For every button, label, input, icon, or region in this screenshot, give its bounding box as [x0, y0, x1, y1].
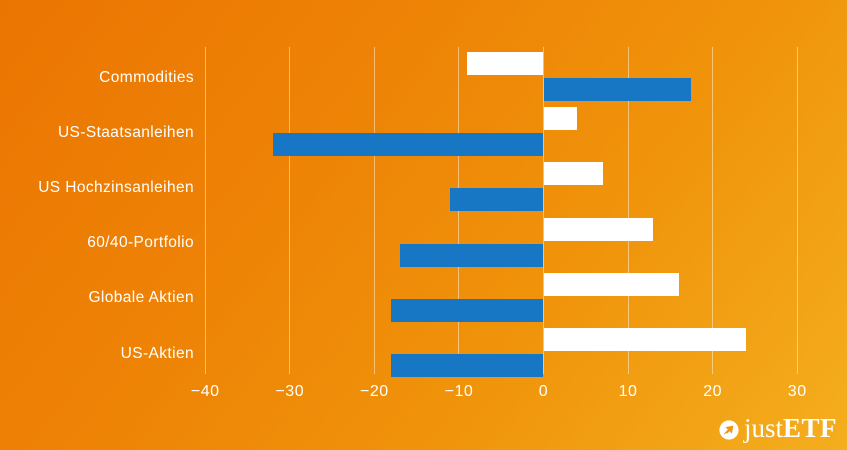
x-tick-label: −20	[360, 383, 389, 400]
x-tick-label: 20	[703, 383, 723, 400]
x-tick-label: −10	[444, 383, 474, 400]
category-label: US-Staatsanleihen	[57, 123, 194, 141]
bar	[272, 133, 544, 157]
bar	[543, 78, 692, 101]
x-tick-label: −40	[190, 383, 220, 400]
gridline	[373, 47, 375, 374]
gridline	[627, 47, 629, 374]
category-label: Commodities	[99, 68, 194, 86]
bar	[543, 162, 603, 186]
gridline	[289, 47, 291, 374]
x-tick-label: −30	[275, 383, 305, 400]
x-tick-label: 10	[618, 383, 638, 400]
gridline	[796, 47, 798, 374]
justetf-logo: just ETF	[719, 415, 837, 442]
bar	[467, 52, 544, 75]
x-tick-label: 30	[787, 383, 807, 400]
bar	[543, 217, 654, 241]
category-label: Globale Aktien	[88, 289, 194, 307]
bar	[391, 354, 544, 377]
bar	[543, 272, 679, 296]
category-label: US-Aktien	[120, 344, 194, 362]
bar	[543, 107, 578, 131]
bar	[450, 188, 544, 212]
gridline	[712, 47, 714, 374]
bar	[399, 243, 544, 267]
logo-text-etf: ETF	[782, 413, 837, 443]
bar	[543, 328, 747, 351]
category-label: 60/40-Portfolio	[87, 234, 194, 252]
logo-text-just: just	[743, 413, 783, 443]
gridline	[543, 47, 544, 374]
bar	[391, 298, 544, 322]
gridline	[204, 47, 206, 374]
x-tick-label: 0	[538, 383, 549, 400]
category-label: US Hochzinsanleihen	[38, 178, 194, 196]
justetf-arrow-icon	[719, 417, 739, 440]
